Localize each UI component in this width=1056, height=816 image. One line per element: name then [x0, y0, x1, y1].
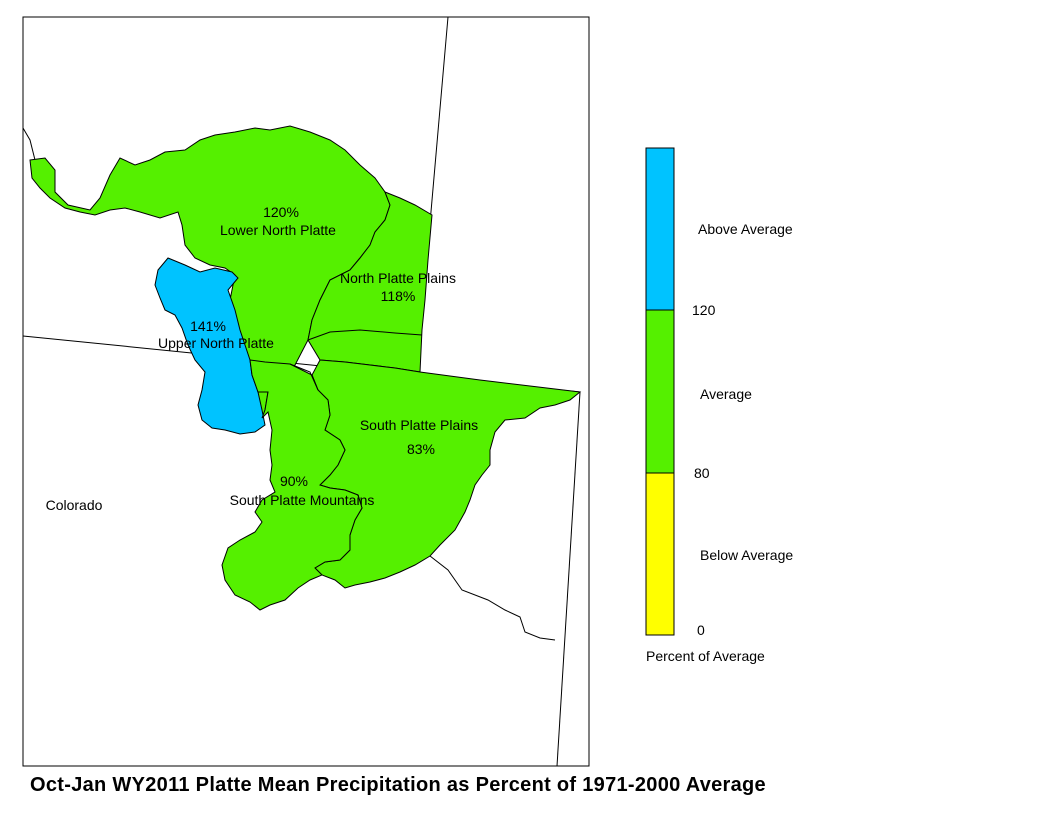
region-label-colorado: Colorado	[46, 497, 103, 513]
basin-percent-south-platte-mountains: 90%	[280, 473, 308, 489]
divider-npp-spp	[307, 329, 423, 341]
legend-break-80: 80	[694, 465, 710, 481]
basin-percent-lower-north-platte: 120%	[263, 204, 299, 220]
basin-percent-north-platte-plains: 118%	[381, 288, 416, 304]
legend-swatch-above	[645, 147, 675, 311]
legend-swatch-below	[645, 472, 675, 636]
legend-label-average: Average	[700, 386, 752, 402]
basin-labels: 120% Lower North Platte North Platte Pla…	[46, 204, 479, 513]
basin-name-north-platte-plains: North Platte Plains	[340, 270, 456, 286]
basin-south-platte-mountains[interactable]	[221, 359, 363, 611]
basin-upper-north-platte[interactable]	[154, 257, 266, 435]
legend-label-below: Below Average	[700, 547, 793, 563]
legend: Above Average Average Below Average 120 …	[645, 147, 793, 664]
legend-label-above: Above Average	[698, 221, 793, 237]
state-boundary-east	[556, 391, 581, 767]
outer-boundary-se	[429, 555, 556, 641]
legend-title: Percent of Average	[646, 648, 765, 664]
legend-break-0: 0	[697, 622, 705, 638]
map-title: Oct-Jan WY2011 Platte Mean Precipitation…	[30, 774, 766, 796]
basin-name-upper-north-platte: Upper North Platte	[158, 335, 274, 351]
basin-name-south-platte-mountains: South Platte Mountains	[230, 492, 375, 508]
legend-swatch-average	[645, 309, 675, 474]
basin-name-lower-north-platte: Lower North Platte	[220, 222, 336, 238]
basin-name-south-platte-plains: South Platte Plains	[360, 417, 478, 433]
legend-break-120: 120	[692, 302, 716, 318]
basin-percent-south-platte-plains: 83%	[407, 441, 435, 457]
basin-polygons	[29, 125, 582, 611]
basin-percent-upper-north-platte: 141%	[190, 318, 226, 334]
outer-boundary-nw	[22, 127, 36, 161]
divider-spm	[289, 363, 319, 391]
